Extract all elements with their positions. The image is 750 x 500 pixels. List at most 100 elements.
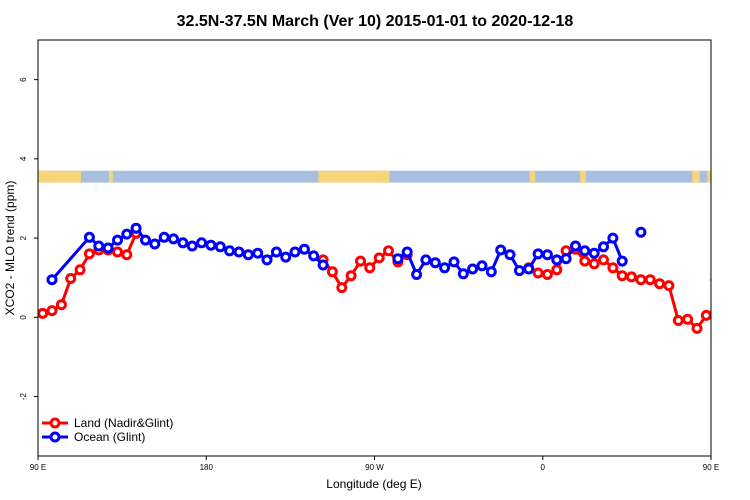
y-tick-label: 6 <box>19 77 28 82</box>
land-mask-band <box>38 170 711 183</box>
data-point <box>242 249 254 261</box>
data-point <box>495 244 507 256</box>
data-point <box>730 274 738 282</box>
band-land-segment <box>707 170 711 183</box>
series-layer <box>38 222 748 334</box>
data-point <box>112 234 123 246</box>
data-point <box>504 249 516 261</box>
data-point <box>616 270 628 282</box>
data-point <box>616 255 628 267</box>
data-point <box>579 255 591 267</box>
data-point <box>551 254 563 266</box>
data-point <box>308 250 320 262</box>
data-point <box>588 258 600 270</box>
data-point <box>541 269 553 280</box>
data-point <box>270 246 282 258</box>
legend-label-ocean: Ocean (Glint) <box>74 430 145 444</box>
data-point <box>121 228 133 240</box>
plot-frame <box>37 39 712 457</box>
data-point <box>541 249 553 261</box>
data-point <box>570 240 581 252</box>
data-point <box>429 257 441 269</box>
data-point <box>401 246 413 258</box>
data-point <box>448 256 460 268</box>
data-point <box>467 263 479 275</box>
data-point <box>663 280 675 292</box>
data-point <box>691 322 703 334</box>
x-axis: 90 E 180 90 W 0 90 E <box>30 456 719 472</box>
y-axis-label: XCO2 - MLO trend (ppm) <box>3 181 17 316</box>
data-point <box>710 276 711 283</box>
data-point <box>168 233 179 245</box>
data-point <box>672 315 684 326</box>
x-tick-label: 90 E <box>30 463 46 472</box>
data-point <box>280 251 292 263</box>
data-point <box>607 232 619 244</box>
data-point <box>177 237 189 249</box>
data-point <box>298 243 310 255</box>
data-point <box>252 247 264 259</box>
data-point <box>336 282 348 294</box>
data-point <box>46 305 58 317</box>
data-point <box>420 254 432 266</box>
data-point <box>158 231 170 243</box>
data-point <box>65 273 77 284</box>
band-land-segment <box>692 170 700 183</box>
x-tick-label: 0 <box>541 463 546 472</box>
data-point <box>476 260 488 272</box>
data-point <box>560 253 572 265</box>
legend-label-land: Land (Nadir&Glint) <box>74 416 173 430</box>
data-point <box>102 242 114 254</box>
y-tick-label: -2 <box>19 392 28 400</box>
data-point <box>93 240 105 252</box>
data-point <box>457 268 469 280</box>
chart-title: 32.5N-37.5N March (Ver 10) 2015-01-01 to… <box>177 13 574 30</box>
data-point <box>214 241 226 253</box>
data-point <box>513 265 525 277</box>
data-point <box>345 270 357 282</box>
band-land-segment <box>529 170 536 183</box>
band-land-segment <box>109 170 113 183</box>
data-point <box>83 231 95 243</box>
data-point <box>224 245 236 257</box>
band-land-segment <box>318 170 390 183</box>
legend-marker-ocean <box>49 431 61 443</box>
data-point <box>364 262 376 274</box>
data-point <box>532 267 544 279</box>
data-point <box>551 264 563 276</box>
x-tick-label: 90 E <box>703 463 719 472</box>
band-land-segment <box>38 170 81 183</box>
data-point <box>383 245 394 257</box>
data-point <box>700 309 711 321</box>
y-tick-label: 4 <box>19 156 28 161</box>
data-point <box>186 240 198 252</box>
data-point <box>74 264 86 276</box>
data-point <box>261 254 273 266</box>
data-point <box>710 308 711 315</box>
data-point <box>644 274 656 286</box>
data-point <box>55 299 67 311</box>
data-point <box>598 241 609 253</box>
y-tick-label: 2 <box>19 235 28 240</box>
x-tick-label: 90 W <box>365 463 384 472</box>
data-point <box>654 278 666 290</box>
data-point <box>635 226 647 238</box>
data-point <box>598 254 609 266</box>
x-axis-label: Longitude (deg E) <box>326 477 421 491</box>
data-point <box>523 263 535 275</box>
data-point <box>83 248 95 260</box>
data-point <box>112 246 123 258</box>
data-point <box>740 266 748 274</box>
data-point <box>205 239 217 251</box>
series-ocean <box>46 222 711 286</box>
y-axis: -2 0 2 4 6 <box>19 77 38 400</box>
data-point <box>140 234 151 246</box>
data-point <box>579 245 591 257</box>
y-tick-label: 0 <box>19 315 28 320</box>
data-point <box>38 307 49 319</box>
data-point <box>626 271 637 283</box>
data-point <box>149 238 161 250</box>
data-point <box>373 252 385 264</box>
data-point <box>392 253 404 265</box>
